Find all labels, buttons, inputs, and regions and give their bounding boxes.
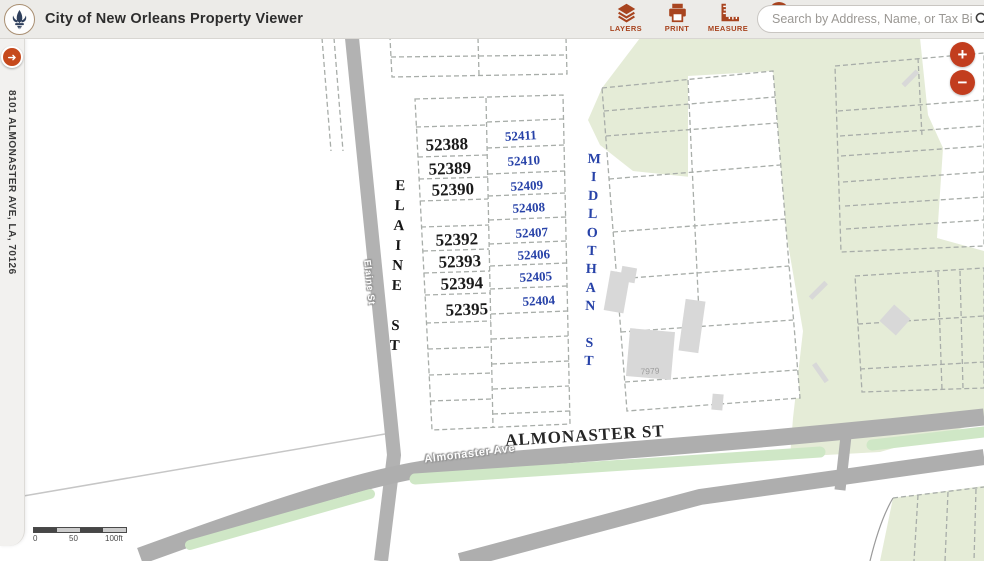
parcel-label: 52411 bbox=[504, 127, 537, 144]
parcel-label: 52388 bbox=[425, 134, 468, 154]
measure-icon bbox=[721, 3, 739, 22]
parcel-block-r2 bbox=[834, 52, 984, 253]
fleur-de-lis-icon bbox=[12, 9, 27, 30]
scale-bar: 0 50 100ft bbox=[33, 527, 127, 544]
new-orleans-logo bbox=[4, 3, 35, 35]
parcel-label: 52404 bbox=[522, 292, 556, 309]
parcel-label: 52405 bbox=[519, 268, 553, 285]
buildings bbox=[603, 69, 920, 411]
road-almonaster-ave-upper bbox=[137, 408, 984, 561]
scale-label-end: 100ft bbox=[105, 534, 123, 543]
sidebar-expand-button[interactable]: ➜ bbox=[1, 46, 23, 68]
address-sidebar: ➜ 8101 ALMONASTER AVE, LA, 70126 bbox=[0, 38, 25, 546]
parcel-block-r1-white bbox=[607, 71, 800, 411]
parcel-label: 52410 bbox=[507, 152, 540, 169]
parcel-label: 52389 bbox=[428, 158, 471, 178]
scale-label-start: 0 bbox=[33, 534, 38, 543]
parcel-block-top bbox=[389, 37, 568, 78]
parcel-label: 52393 bbox=[438, 251, 481, 271]
search-box bbox=[757, 5, 984, 33]
median-right bbox=[866, 426, 984, 451]
median-center bbox=[409, 446, 826, 485]
parcel-label: 52408 bbox=[512, 199, 546, 216]
parcel-block-r3 bbox=[854, 267, 984, 393]
median-left bbox=[185, 489, 375, 550]
parcel-labels-blue: 52411 52410 52409 52408 52407 52406 5240… bbox=[504, 127, 555, 309]
search-icon[interactable] bbox=[974, 11, 984, 27]
print-icon bbox=[668, 3, 686, 23]
roads bbox=[0, 37, 984, 561]
search-input[interactable] bbox=[770, 11, 974, 27]
parcel-label: 52406 bbox=[517, 246, 551, 263]
parcel-label: 52409 bbox=[510, 177, 544, 194]
road-elaine-st bbox=[345, 37, 402, 561]
building-number-label: 7979 bbox=[640, 365, 660, 376]
print-button[interactable]: PRINT bbox=[657, 2, 697, 33]
parcel-labels-black: 52388 52389 52390 52392 52393 52394 5239… bbox=[425, 134, 488, 319]
scale-bar-segments bbox=[33, 527, 127, 533]
layers-button[interactable]: LAYERS bbox=[606, 2, 646, 33]
road-almonaster-ave-lower bbox=[457, 449, 984, 561]
measure-button[interactable]: MEASURE bbox=[708, 2, 748, 33]
selected-address-label: 8101 ALMONASTER AVE, LA, 70126 bbox=[6, 90, 17, 275]
parcel-label: 52392 bbox=[435, 229, 478, 249]
zoom-out-button[interactable]: − bbox=[950, 70, 975, 95]
app-header: City of New Orleans Property Viewer LAYE… bbox=[0, 0, 984, 39]
road-connector bbox=[834, 426, 853, 491]
page-title: City of New Orleans Property Viewer bbox=[45, 11, 304, 27]
parcel-label: 52390 bbox=[431, 179, 474, 199]
parcel-label: 52407 bbox=[515, 224, 549, 241]
parcel-block-numbered bbox=[414, 94, 571, 431]
parcel-lines-left bbox=[321, 37, 344, 152]
layers-icon bbox=[617, 3, 635, 23]
parcel-label: 52395 bbox=[445, 299, 488, 319]
scale-label-mid: 50 bbox=[69, 534, 78, 543]
parcel-block-bottom-right bbox=[869, 486, 984, 561]
green-area bbox=[588, 38, 984, 457]
parcel-block-r1 bbox=[601, 70, 801, 412]
zoom-in-button[interactable]: + bbox=[950, 42, 975, 67]
parcel-label: 52394 bbox=[440, 273, 484, 293]
